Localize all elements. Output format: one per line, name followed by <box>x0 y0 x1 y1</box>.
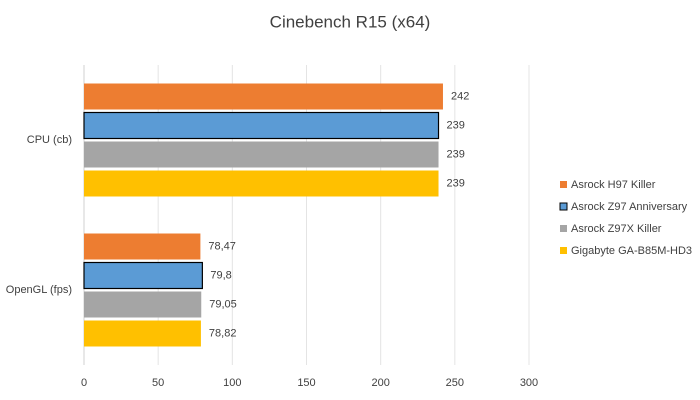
x-tick-label: 0 <box>81 377 87 389</box>
bar <box>84 83 443 110</box>
x-tick-label: 300 <box>520 377 538 389</box>
legend-swatch <box>560 181 567 188</box>
bar <box>83 261 203 290</box>
bar <box>84 233 201 260</box>
value-label: 239 <box>447 148 465 160</box>
legend-swatch <box>559 202 568 211</box>
legend-swatch <box>560 247 567 254</box>
bar <box>84 141 439 168</box>
chart-title: Cinebench R15 (x64) <box>270 12 431 31</box>
legend-label: Asrock H97 Killer <box>571 179 656 191</box>
x-tick-label: 250 <box>446 377 464 389</box>
legend-label: Asrock Z97X Killer <box>571 223 662 235</box>
value-label: 79,05 <box>209 298 237 310</box>
x-tick-label: 100 <box>223 377 241 389</box>
x-tick-label: 200 <box>371 377 389 389</box>
legend-label: Asrock Z97 Anniversary <box>571 201 688 213</box>
x-tick-label: 50 <box>152 377 164 389</box>
legend-label: Gigabyte GA-B85M-HD3 <box>571 245 692 257</box>
value-label: 239 <box>447 119 465 131</box>
bar <box>83 111 440 140</box>
value-label: 78,82 <box>209 327 237 339</box>
y-tick-label: OpenGL (fps) <box>6 284 72 296</box>
x-tick-label: 150 <box>297 377 315 389</box>
bar <box>84 320 201 347</box>
value-label: 242 <box>451 90 469 102</box>
bar <box>84 170 439 197</box>
bar <box>84 291 202 318</box>
legend-swatch <box>560 225 567 232</box>
y-tick-label: CPU (cb) <box>27 134 72 146</box>
value-label: 239 <box>447 177 465 189</box>
value-label: 79,8 <box>210 269 231 281</box>
value-label: 78,47 <box>208 240 236 252</box>
